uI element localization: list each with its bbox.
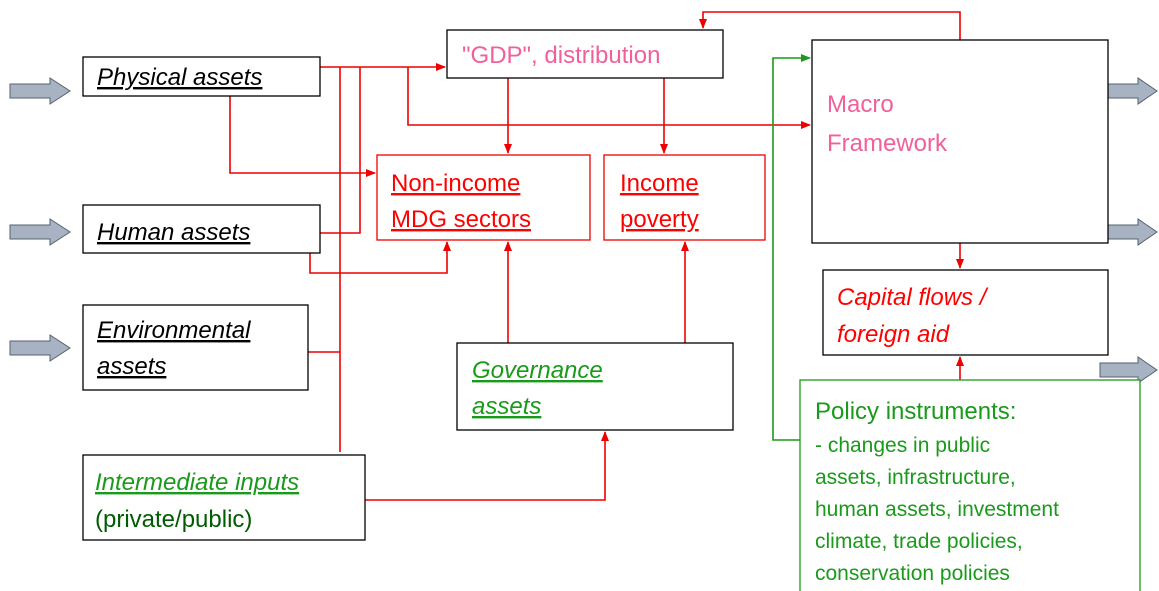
box [82,56,321,97]
node-label: conservation policies [815,562,1010,585]
box [811,39,1109,244]
node-label: assets [97,353,166,380]
node-label: Physical assets [97,64,262,91]
node-label: assets [472,393,541,420]
node-label: Capital flows / [837,284,989,311]
node-label: Human assets [97,219,250,246]
box [822,269,1109,356]
node-label: - changes in public [815,434,990,457]
node-label: foreign aid [837,321,950,348]
node-label: Framework [827,130,948,157]
box [82,204,321,254]
box [82,454,366,541]
node-label: Macro [827,91,894,118]
node-label: climate, trade policies, [815,530,1023,553]
box [376,154,591,241]
connectors [229,11,964,501]
box [446,29,724,79]
box [799,379,1141,591]
node-label: MDG sectors [391,206,531,233]
node-title: Policy instruments: [815,398,1016,425]
box [603,154,766,241]
node-label: Governance [472,357,603,384]
box [82,304,309,391]
node-label: poverty [620,206,699,233]
box [456,342,734,431]
node-label: Income [620,170,699,197]
node-label: Environmental [97,317,251,344]
input-arrows [9,77,1158,384]
node-label: Intermediate inputs [95,469,299,496]
node-label: human assets, investment [815,498,1059,521]
node-label: "GDP", distribution [462,42,660,69]
node-label: Non-income [391,170,520,197]
node-label: (private/public) [95,506,252,533]
node-label: assets, infrastructure, [815,466,1016,489]
